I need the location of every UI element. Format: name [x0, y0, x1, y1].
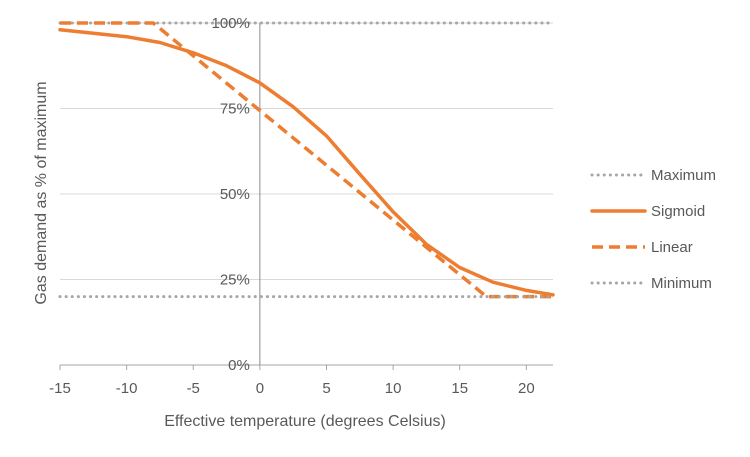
x-axis-ticks: -15 -10 -5 0 5 10 15 20: [49, 365, 535, 397]
legend: Maximum Sigmoid Linear Minimum: [590, 167, 716, 292]
x-tick-label: -15: [49, 380, 71, 397]
x-tick-label: -5: [187, 380, 200, 397]
plot-area: [58, 21, 555, 299]
legend-label-minimum: Minimum: [651, 275, 712, 292]
x-tick-label: 10: [385, 380, 402, 397]
y-tick-label: 50%: [220, 186, 250, 203]
gridlines: [60, 22, 553, 366]
x-tick-label: 20: [518, 380, 535, 397]
y-tick-label: 25%: [220, 272, 250, 289]
series-line-sigmoid: [58, 28, 555, 297]
y-tick-label: 100%: [211, 15, 249, 32]
legend-label-linear: Linear: [651, 239, 693, 256]
x-axis-title: Effective temperature (degrees Celsius): [164, 413, 446, 430]
x-tick-label: 15: [451, 380, 468, 397]
x-tick-label: -10: [116, 380, 138, 397]
legend-label-maximum: Maximum: [651, 167, 716, 184]
y-tick-label: 75%: [220, 101, 250, 118]
y-axis-ticks: 0% 25% 50% 75% 100%: [211, 15, 249, 374]
x-tick-label: 0: [256, 380, 264, 397]
x-tick-label: 5: [322, 380, 330, 397]
legend-label-sigmoid: Sigmoid: [651, 203, 705, 220]
y-tick-label: 0%: [228, 357, 250, 374]
y-axis-title: Gas demand as % of maximum: [33, 81, 50, 304]
series-line-linear: [60, 21, 553, 299]
